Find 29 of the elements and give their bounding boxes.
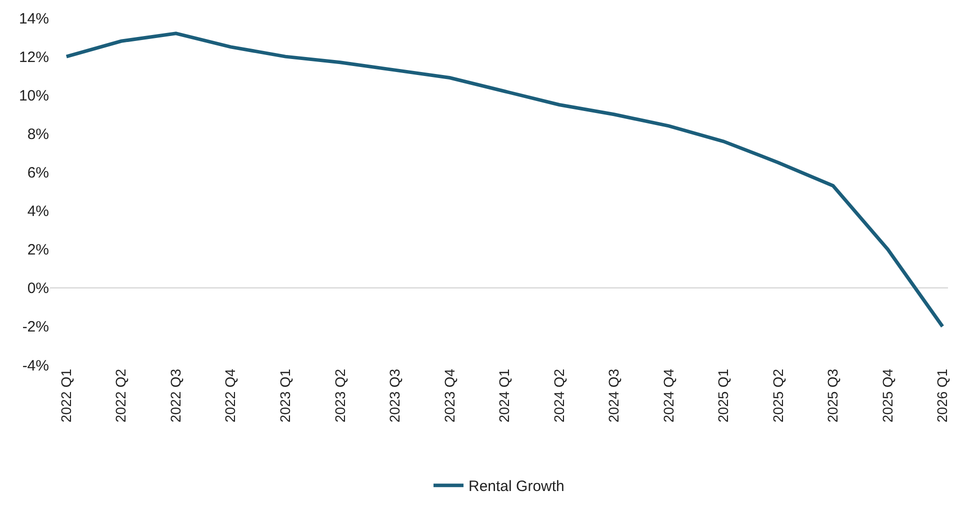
x-tick-label: 2022 Q4 [222,368,238,423]
line-series [64,32,944,328]
x-tick-label: 2022 Q1 [58,368,74,423]
x-tick-label: 2023 Q4 [441,368,458,423]
y-tick-label: 2% [27,242,49,259]
x-tick-label: 2025 Q1 [715,368,732,423]
x-tick-label: 2025 Q3 [824,368,841,423]
x-tick-label: 2024 Q2 [550,368,567,423]
x-tick-label: 2026 Q1 [934,368,950,423]
y-tick-label: 0% [27,280,49,298]
x-tick-label: 2025 Q2 [770,368,786,423]
x-tick-label: 2022 Q2 [112,368,129,423]
legend-label: Rental Growth [468,478,564,496]
x-tick-label: 2024 Q4 [660,368,676,423]
y-tick-label: 8% [27,126,49,143]
y-tick-label: 6% [27,164,49,182]
y-tick-label: -2% [22,318,49,336]
y-tick-label: 4% [27,203,49,220]
y-tick-label: 10% [18,87,49,104]
x-tick-label: 2023 Q2 [332,368,348,423]
x-tick-label: 2025 Q4 [879,368,896,423]
x-tick-label: 2024 Q3 [606,368,622,423]
y-tick-label: 14% [18,10,49,28]
y-tick-label: -4% [22,357,49,374]
x-tick-label: 2023 Q3 [386,368,403,423]
y-tick-label: 12% [18,48,49,66]
x-tick-label: 2022 Q3 [167,368,184,423]
x-tick-label: 2024 Q1 [496,368,512,423]
x-tick-label: 2023 Q1 [277,368,293,423]
